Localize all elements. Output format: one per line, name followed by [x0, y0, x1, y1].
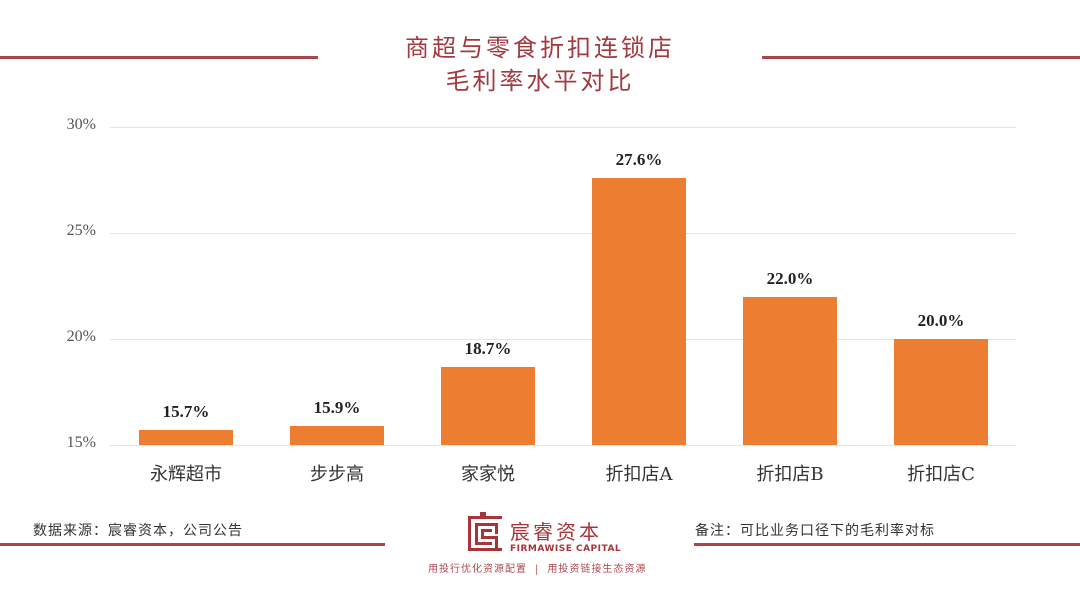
title-divider-left — [0, 56, 318, 59]
footer-divider-left — [0, 543, 385, 546]
bar — [894, 339, 988, 445]
note-text: 备注：可比业务口径下的毛利率对标 — [695, 523, 935, 539]
bar-value-label: 22.0% — [766, 269, 814, 288]
slogan: 用投行优化资源配置 | 用投资链接生态资源 — [428, 560, 646, 575]
bar-value-label: 20.0% — [917, 311, 965, 330]
y-axis-tick-label: 15% — [66, 434, 96, 451]
bar-value-label: 15.7% — [162, 402, 210, 421]
bar — [441, 367, 535, 445]
data-source-text: 数据来源：宸睿资本，公司公告 — [33, 523, 243, 539]
bar — [290, 426, 384, 445]
footer-divider-right — [694, 543, 1080, 546]
logo-seal-icon — [468, 512, 502, 551]
bar-value-label: 15.9% — [313, 398, 361, 417]
x-axis-category-label: 折扣店B — [756, 464, 824, 485]
company-logo: 宸睿资本 FIRMAWISE CAPITAL — [466, 512, 626, 558]
x-axis-category-label: 步步高 — [310, 464, 364, 485]
slogan-right: 用投资链接生态资源 — [547, 564, 647, 575]
gridline — [110, 339, 1016, 340]
title-divider-right — [762, 56, 1080, 59]
y-axis-tick-label: 20% — [66, 328, 96, 345]
x-axis-category-label: 折扣店A — [605, 464, 673, 485]
bar — [743, 297, 837, 445]
chart-title-line1: 商超与零食折扣连锁店 — [405, 34, 675, 62]
gridline — [110, 445, 1016, 446]
gridline — [110, 127, 1016, 128]
bar-value-label: 18.7% — [464, 339, 512, 358]
slogan-separator: | — [535, 564, 540, 575]
gridline — [110, 233, 1016, 234]
bar — [139, 430, 233, 445]
slogan-left: 用投行优化资源配置 — [428, 564, 527, 575]
bar-value-label: 27.6% — [615, 150, 663, 169]
y-axis-tick-label: 25% — [66, 222, 96, 239]
logo-english-name: FIRMAWISE CAPITAL — [510, 544, 622, 554]
x-axis-category-label: 折扣店C — [907, 464, 975, 485]
y-axis-tick-label: 30% — [66, 116, 96, 133]
x-axis-category-label: 永辉超市 — [150, 464, 222, 485]
x-axis-category-label: 家家悦 — [461, 464, 515, 485]
logo-chinese-name: 宸睿资本 — [510, 520, 602, 544]
chart-title-line2: 毛利率水平对比 — [445, 67, 635, 95]
bar — [592, 178, 686, 445]
bar-chart: 15% 20% 25% 30% 15.7% 永辉超市 15.9% 步步高 18.7% 家家悦 27.… — [66, 116, 1016, 485]
